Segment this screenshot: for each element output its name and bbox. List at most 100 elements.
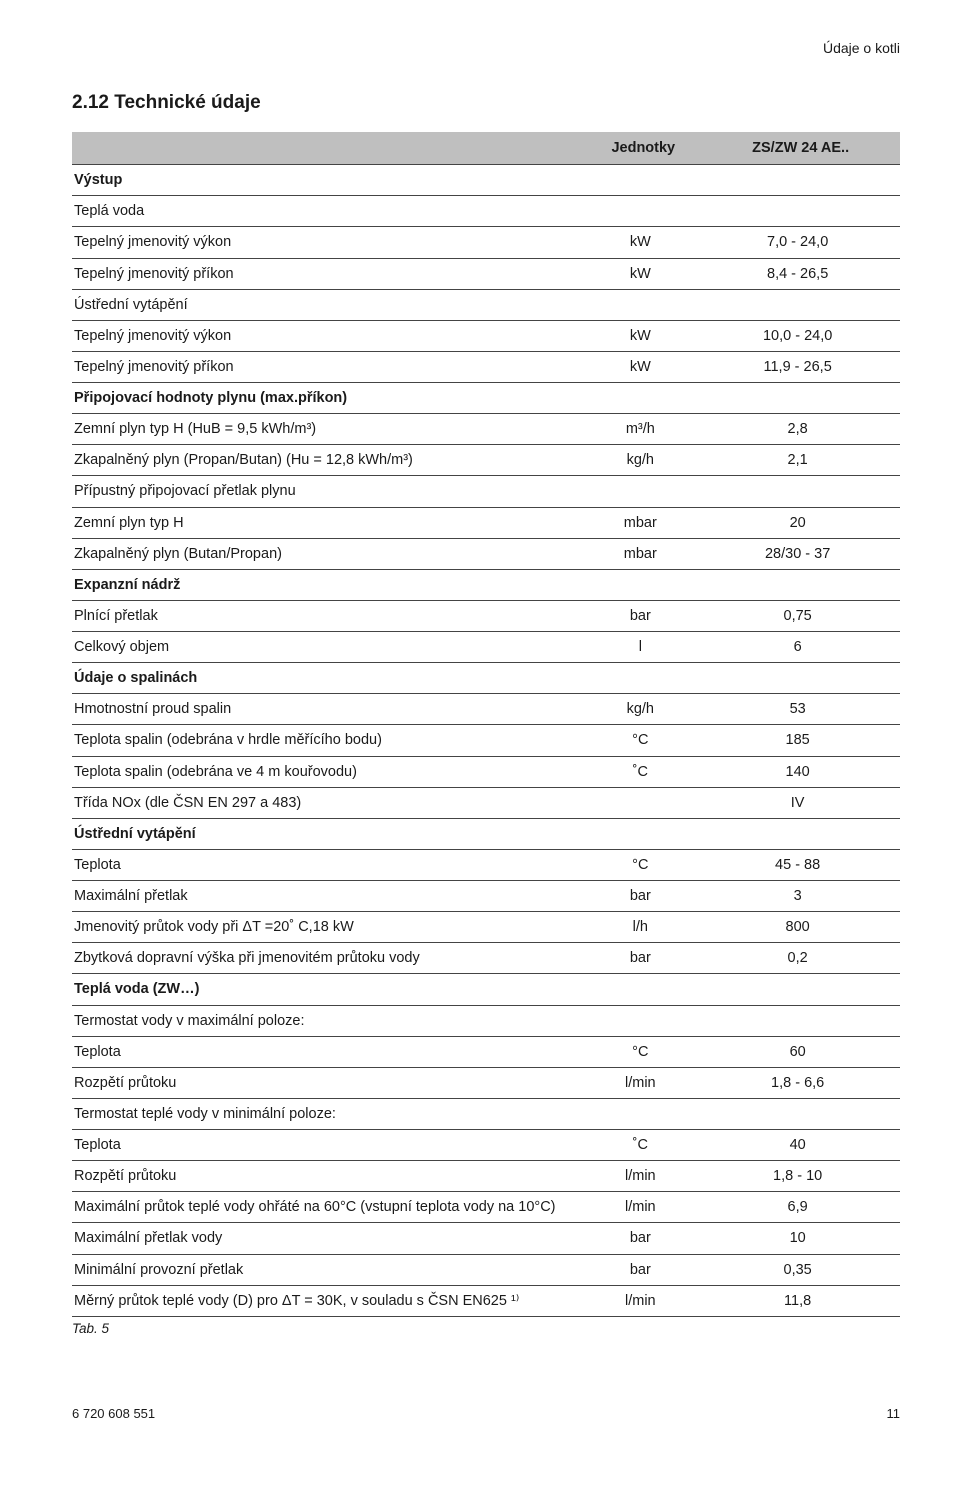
row-label: Tepelný jmenovitý výkon <box>72 320 585 351</box>
row-unit: bar <box>585 1254 701 1285</box>
row-label: Zemní plyn typ H (HuB = 9,5 kWh/m³) <box>72 414 585 445</box>
row-value: 185 <box>701 725 900 756</box>
group-uv2: Ústřední vytápění <box>72 818 585 849</box>
subgroup-tepla-voda: Teplá voda <box>72 196 585 227</box>
row-value: 6,9 <box>701 1192 900 1223</box>
page: Údaje o kotli 2.12 Technické údaje Jedno… <box>0 0 960 1461</box>
row-unit: kW <box>585 320 701 351</box>
row-value: 2,8 <box>701 414 900 445</box>
row-value: 2,1 <box>701 445 900 476</box>
row-label: Zbytková dopravní výška při jmenovitém p… <box>72 943 585 974</box>
row-label: Rozpětí průtoku <box>72 1161 585 1192</box>
row-value: 0,75 <box>701 600 900 631</box>
group-expanzni: Expanzní nádrž <box>72 569 585 600</box>
row-value: 45 - 88 <box>701 849 900 880</box>
row-label: Třída NOx (dle ČSN EN 297 a 483) <box>72 787 585 818</box>
row-value: 60 <box>701 1036 900 1067</box>
page-footer: 6 720 608 551 11 <box>72 1406 900 1421</box>
row-label: Teplota spalin (odebrána ve 4 m kouřovod… <box>72 756 585 787</box>
row-unit: °C <box>585 849 701 880</box>
row-unit: kg/h <box>585 445 701 476</box>
header-empty <box>72 132 585 165</box>
table-caption: Tab. 5 <box>72 1321 900 1336</box>
subgroup-term-min: Termostat teplé vody v minimální poloze: <box>72 1098 585 1129</box>
row-label: Maximální přetlak <box>72 881 585 912</box>
footer-right: 11 <box>887 1406 901 1421</box>
row-label: Tepelný jmenovitý příkon <box>72 258 585 289</box>
row-unit: °C <box>585 725 701 756</box>
row-label: Jmenovitý průtok vody při ΔT =20˚ C,18 k… <box>72 912 585 943</box>
row-unit: mbar <box>585 507 701 538</box>
row-label: Teplota <box>72 849 585 880</box>
section-title: 2.12 Technické údaje <box>72 92 900 114</box>
row-value: 800 <box>701 912 900 943</box>
row-value: 6 <box>701 632 900 663</box>
row-value: 0,35 <box>701 1254 900 1285</box>
row-value: 53 <box>701 694 900 725</box>
row-label: Hmotnostní proud spalin <box>72 694 585 725</box>
row-value: 0,2 <box>701 943 900 974</box>
row-label: Zemní plyn typ H <box>72 507 585 538</box>
row-label: Teplota <box>72 1036 585 1067</box>
group-spaliny: Údaje o spalinách <box>72 663 585 694</box>
spec-table: Jednotky ZS/ZW 24 AE.. Výstup Teplá voda… <box>72 132 900 1317</box>
row-unit: m³/h <box>585 414 701 445</box>
row-label: Zkapalněný plyn (Butan/Propan) <box>72 538 585 569</box>
row-label: Rozpětí průtoku <box>72 1067 585 1098</box>
page-header-right: Údaje o kotli <box>72 40 900 56</box>
row-value: 8,4 - 26,5 <box>701 258 900 289</box>
row-value: 3 <box>701 881 900 912</box>
footer-left: 6 720 608 551 <box>72 1406 155 1421</box>
row-unit: mbar <box>585 538 701 569</box>
row-unit: kW <box>585 227 701 258</box>
subgroup-pp: Přípustný připojovací přetlak plynu <box>72 476 585 507</box>
row-value: 11,8 <box>701 1285 900 1316</box>
row-unit: bar <box>585 943 701 974</box>
row-value: 1,8 - 6,6 <box>701 1067 900 1098</box>
subgroup-term-max: Termostat vody v maximální poloze: <box>72 1005 585 1036</box>
row-label: Teplota <box>72 1130 585 1161</box>
row-value: 11,9 - 26,5 <box>701 351 900 382</box>
row-unit: l/min <box>585 1067 701 1098</box>
row-unit: °C <box>585 1036 701 1067</box>
row-unit: kW <box>585 351 701 382</box>
row-label: Zkapalněný plyn (Propan/Butan) (Hu = 12,… <box>72 445 585 476</box>
row-unit: ˚C <box>585 756 701 787</box>
row-value: 40 <box>701 1130 900 1161</box>
row-unit: l/h <box>585 912 701 943</box>
row-unit: l/min <box>585 1192 701 1223</box>
group-tepla-zw: Teplá voda (ZW…) <box>72 974 585 1005</box>
subgroup-uv: Ústřední vytápění <box>72 289 585 320</box>
row-label: Teplota spalin (odebrána v hrdle měřícíh… <box>72 725 585 756</box>
row-unit: ˚C <box>585 1130 701 1161</box>
group-pripoj: Připojovací hodnoty plynu (max.příkon) <box>72 383 585 414</box>
row-label: Minimální provozní přetlak <box>72 1254 585 1285</box>
row-unit: bar <box>585 600 701 631</box>
row-unit: bar <box>585 1223 701 1254</box>
group-vystup: Výstup <box>72 165 585 196</box>
row-label: Tepelný jmenovitý příkon <box>72 351 585 382</box>
row-label: Celkový objem <box>72 632 585 663</box>
row-unit: bar <box>585 881 701 912</box>
row-label: Tepelný jmenovitý výkon <box>72 227 585 258</box>
row-label: Plnící přetlak <box>72 600 585 631</box>
row-label: Maximální průtok teplé vody ohřáté na 60… <box>72 1192 585 1223</box>
row-label: Maximální přetlak vody <box>72 1223 585 1254</box>
row-unit: kg/h <box>585 694 701 725</box>
row-unit: l/min <box>585 1285 701 1316</box>
row-unit <box>585 787 701 818</box>
row-unit: l/min <box>585 1161 701 1192</box>
header-value: ZS/ZW 24 AE.. <box>701 132 900 165</box>
row-value: 1,8 - 10 <box>701 1161 900 1192</box>
row-unit: kW <box>585 258 701 289</box>
row-value: 10,0 - 24,0 <box>701 320 900 351</box>
row-value: IV <box>701 787 900 818</box>
row-label: Měrný průtok teplé vody (D) pro ΔT = 30K… <box>72 1285 585 1316</box>
row-unit: l <box>585 632 701 663</box>
row-value: 20 <box>701 507 900 538</box>
row-value: 140 <box>701 756 900 787</box>
row-value: 28/30 - 37 <box>701 538 900 569</box>
header-unit: Jednotky <box>585 132 701 165</box>
row-value: 7,0 - 24,0 <box>701 227 900 258</box>
row-value: 10 <box>701 1223 900 1254</box>
